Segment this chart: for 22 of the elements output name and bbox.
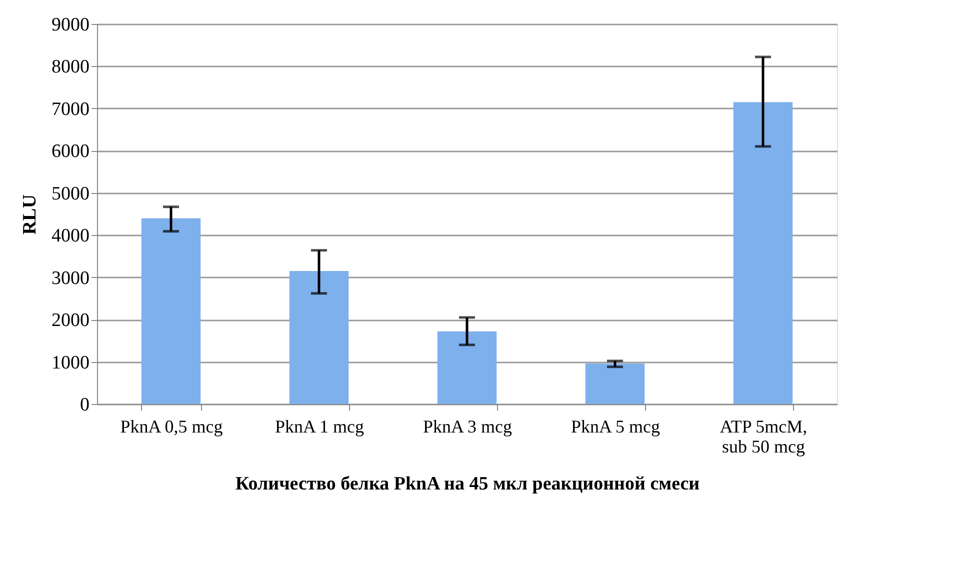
x-tick-label: PknA 0,5 mcg [120, 416, 223, 436]
y-tick-label: 6000 [52, 141, 90, 162]
y-tick-label: 7000 [52, 98, 90, 120]
x-tick-label: PknA 3 mcg [422, 416, 512, 436]
y-tick-label: 4000 [52, 226, 90, 247]
bar [585, 363, 645, 404]
bar [733, 102, 793, 404]
x-axis-title: Количество белка PknA на 45 мкл реакционной смеси [235, 474, 700, 494]
y-tick-label: 3000 [52, 268, 90, 289]
bar [289, 271, 349, 404]
x-tick-label: ATP 5mcM, sub 50 mcg [720, 416, 808, 456]
y-tick-label: 8000 [52, 56, 90, 78]
x-tick-label: PknA 5 mcg [570, 416, 660, 436]
bar [437, 331, 497, 404]
y-tick-label: 9000 [52, 14, 90, 36]
x-tick-label: PknA 1 mcg [274, 416, 364, 436]
y-tick-label: 5000 [52, 183, 90, 204]
y-tick-label: 0 [80, 394, 90, 416]
y-axis-title: RLU [20, 194, 40, 235]
bar [141, 218, 201, 404]
y-tick-label: 2000 [52, 310, 90, 332]
y-tick-label: 1000 [52, 352, 90, 374]
